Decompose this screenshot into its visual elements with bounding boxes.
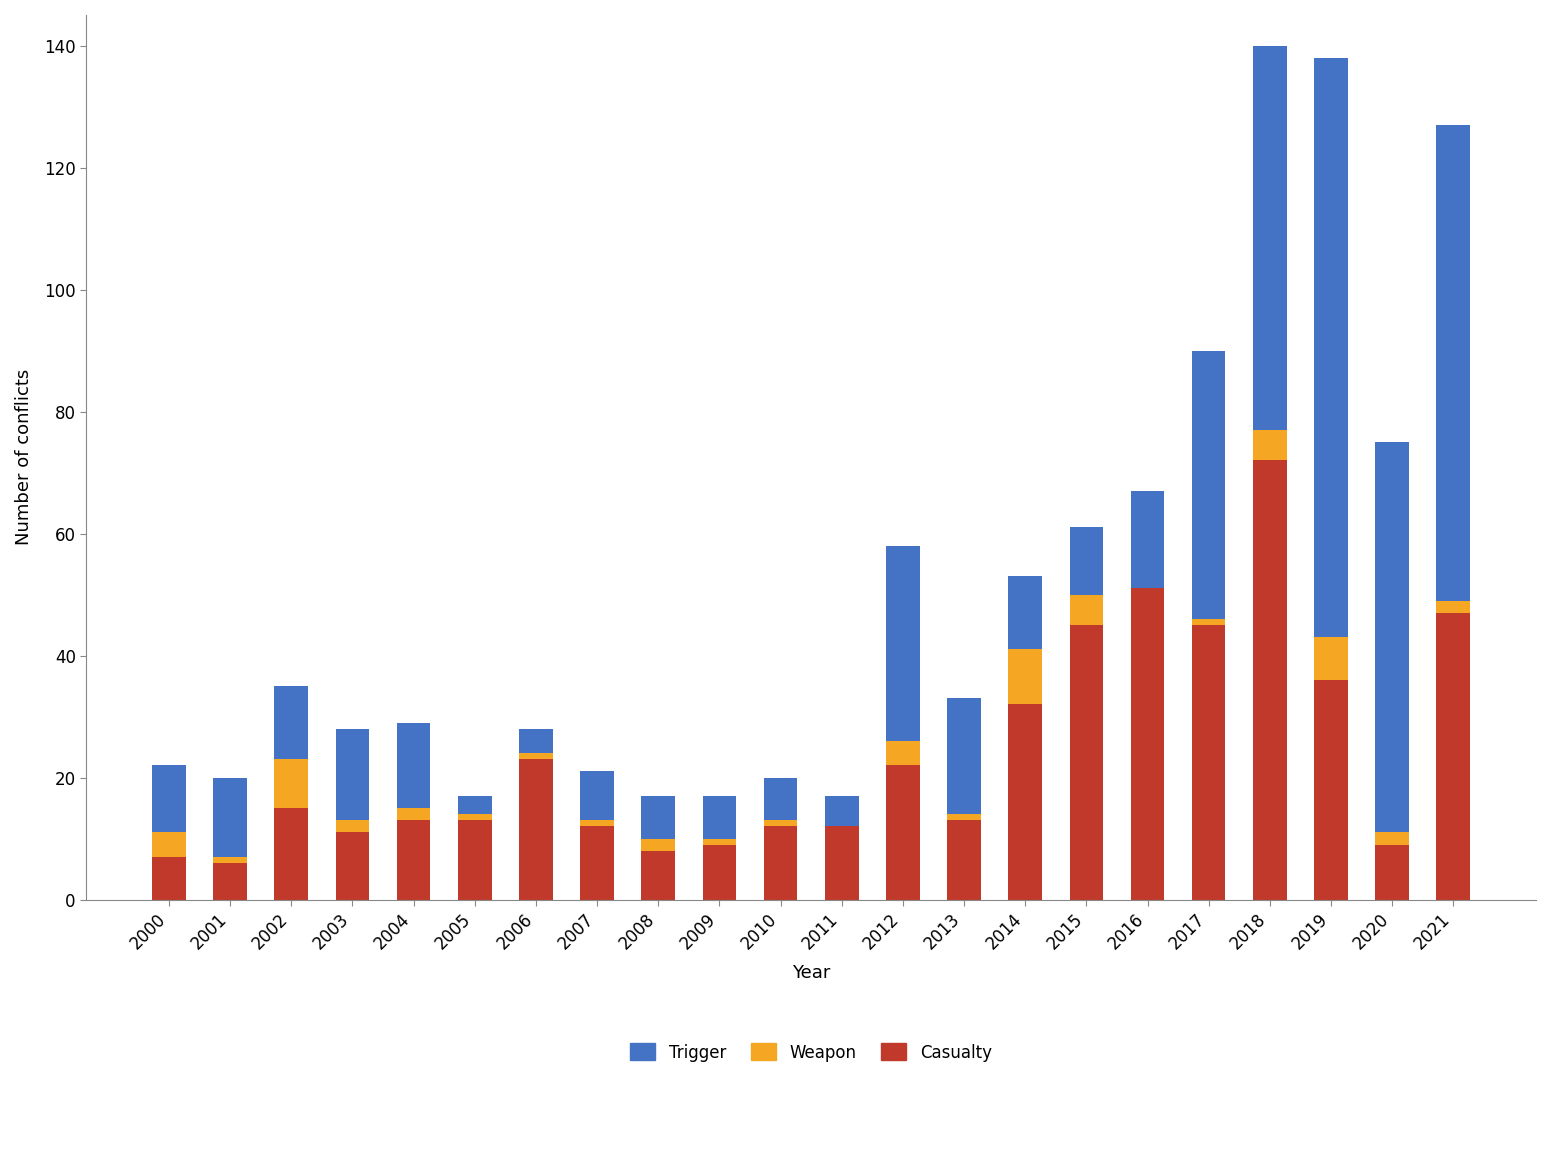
Bar xyxy=(152,766,186,832)
Bar xyxy=(152,857,186,899)
Bar xyxy=(763,827,797,899)
Bar xyxy=(1191,625,1225,899)
Bar xyxy=(1436,613,1470,899)
Bar xyxy=(825,827,859,899)
Bar xyxy=(1436,601,1470,613)
Bar xyxy=(214,777,247,857)
Bar xyxy=(1070,625,1103,899)
Bar xyxy=(275,686,309,760)
Bar xyxy=(580,771,614,820)
Bar xyxy=(1191,619,1225,625)
Bar xyxy=(1008,704,1042,899)
Bar xyxy=(703,838,737,845)
Bar xyxy=(458,796,492,814)
Bar xyxy=(458,820,492,899)
Bar xyxy=(825,796,859,827)
Bar xyxy=(642,796,675,838)
Bar xyxy=(520,753,552,760)
Bar xyxy=(275,808,309,899)
Bar xyxy=(948,820,980,899)
Bar xyxy=(1436,125,1470,601)
Bar xyxy=(948,699,980,814)
Y-axis label: Number of conflicts: Number of conflicts xyxy=(16,369,33,545)
Bar xyxy=(275,760,309,808)
Bar xyxy=(703,796,737,838)
Bar xyxy=(214,862,247,899)
Bar xyxy=(580,820,614,827)
Bar xyxy=(1191,351,1225,619)
Bar xyxy=(1070,595,1103,625)
Legend: Trigger, Weapon, Casualty: Trigger, Weapon, Casualty xyxy=(624,1037,999,1068)
Bar xyxy=(642,851,675,899)
Bar xyxy=(214,857,247,862)
Bar xyxy=(1253,460,1287,899)
Bar xyxy=(1253,430,1287,460)
Bar xyxy=(1376,442,1408,832)
Bar xyxy=(1314,58,1348,638)
Bar xyxy=(1253,45,1287,430)
Bar xyxy=(763,820,797,827)
Bar xyxy=(1314,680,1348,899)
Bar xyxy=(397,808,431,820)
Bar xyxy=(1376,845,1408,899)
Bar xyxy=(397,723,431,808)
Bar xyxy=(152,832,186,857)
Bar xyxy=(1008,576,1042,649)
Bar xyxy=(520,729,552,753)
Bar xyxy=(1070,527,1103,595)
X-axis label: Year: Year xyxy=(793,964,830,982)
Bar xyxy=(335,820,369,832)
Bar xyxy=(948,814,980,820)
Bar xyxy=(580,827,614,899)
Bar xyxy=(1131,491,1165,588)
Bar xyxy=(1376,832,1408,845)
Bar xyxy=(335,832,369,899)
Bar xyxy=(763,777,797,820)
Bar xyxy=(886,741,920,766)
Bar xyxy=(335,729,369,820)
Bar xyxy=(703,845,737,899)
Bar xyxy=(520,760,552,899)
Bar xyxy=(1131,588,1165,899)
Bar xyxy=(458,814,492,820)
Bar xyxy=(397,820,431,899)
Bar xyxy=(1008,649,1042,704)
Bar xyxy=(886,766,920,899)
Bar xyxy=(886,545,920,741)
Bar xyxy=(642,838,675,851)
Bar xyxy=(1314,638,1348,680)
